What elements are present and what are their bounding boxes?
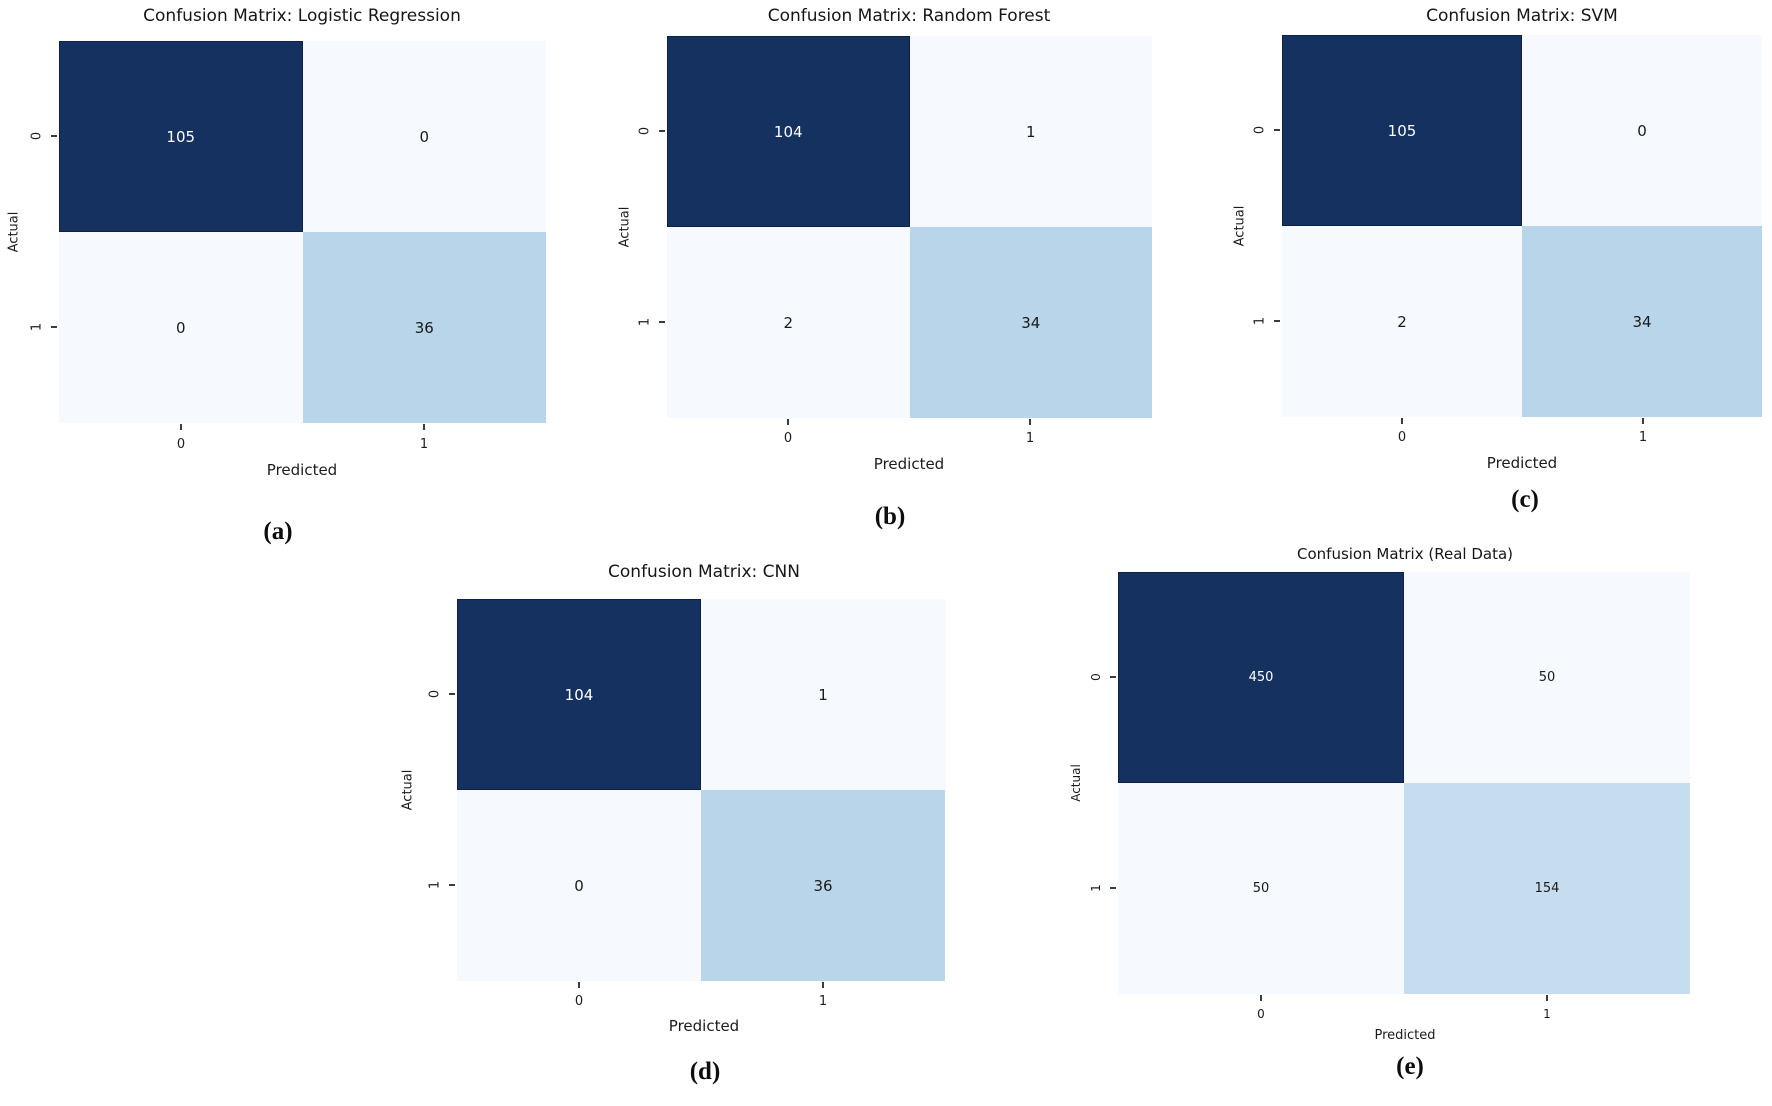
panel-c-ytick-mark-1 <box>1274 320 1280 322</box>
panel-a-xlabel: Predicted <box>266 461 338 479</box>
panel-d-value-0-0: 104 <box>564 685 594 704</box>
panel-d-xtick-0: 0 <box>574 994 584 1009</box>
panel-e-cell-1-1: 154 <box>1404 783 1690 994</box>
panel-c-ytick-mark-0 <box>1274 129 1280 131</box>
panel-d-cell-0-0: 104 <box>457 599 701 790</box>
panel-d-xtick-mark-0 <box>578 982 580 988</box>
panel-b-value-1-1: 34 <box>1021 313 1041 332</box>
panel-c-value-0-1: 0 <box>1637 121 1647 140</box>
panel-e-value-0-1: 50 <box>1538 670 1556 685</box>
panel-e-cell-0-1: 50 <box>1404 572 1690 783</box>
panel-c-xtick-mark-0 <box>1401 418 1403 424</box>
panel-a-cell-0-0: 105 <box>59 41 303 232</box>
panel-d-cell-0-1: 1 <box>701 599 945 790</box>
panel-b-ytick-mark-1 <box>659 321 665 323</box>
panel-a-title: Confusion Matrix: Logistic Regression <box>143 6 461 26</box>
panel-e-heatmap: 450 50 50 154 <box>1118 572 1690 994</box>
panel-b-value-1-0: 2 <box>783 313 794 332</box>
panel-a-ytick-mark-1 <box>51 326 57 328</box>
panel-a-ytick-mark-0 <box>51 135 57 137</box>
panel-c-cell-0-1: 0 <box>1522 35 1762 226</box>
panel-e-title: Confusion Matrix (Real Data) <box>1297 545 1513 563</box>
panel-b-value-0-0: 104 <box>773 122 803 141</box>
panel-a-cell-1-0: 0 <box>59 232 303 423</box>
panel-c-cell-1-1: 34 <box>1522 226 1762 417</box>
panel-e-caption: (e) <box>1396 1053 1424 1080</box>
panel-d-title: Confusion Matrix: CNN <box>608 562 800 582</box>
panel-e-xtick-mark-1 <box>1546 995 1548 1001</box>
panel-a-value-0-1: 0 <box>419 127 430 146</box>
panel-d-ytick-mark-0 <box>449 693 455 695</box>
panel-d-cell-1-0: 0 <box>457 790 701 981</box>
panel-c-heatmap: 105 0 2 34 <box>1282 35 1762 417</box>
panel-a-xtick-mark-1 <box>423 424 425 430</box>
panel-d-xtick-mark-1 <box>822 982 824 988</box>
panel-b-xtick-1: 1 <box>1025 431 1035 446</box>
panel-a-xtick-1: 1 <box>419 437 429 452</box>
panel-b-cell-0-0: 104 <box>667 36 910 227</box>
panel-c-caption: (c) <box>1511 486 1539 513</box>
panel-c-xtick-mark-1 <box>1642 418 1644 424</box>
panel-d-value-1-1: 36 <box>813 876 833 895</box>
panel-b-heatmap: 104 1 2 34 <box>667 36 1152 418</box>
panel-a-value-1-0: 0 <box>175 318 186 337</box>
panel-b-cell-0-1: 1 <box>909 36 1152 227</box>
panel-a-value-0-0: 105 <box>166 127 196 146</box>
panel-a-cell-0-1: 0 <box>302 41 546 232</box>
panel-e-value-1-0: 50 <box>1252 881 1270 896</box>
panel-b-xtick-mark-0 <box>787 419 789 425</box>
panel-c-xtick-1: 1 <box>1638 430 1648 445</box>
panel-a-heatmap: 105 0 0 36 <box>59 41 546 423</box>
panel-e-value-0-0: 450 <box>1248 670 1274 685</box>
panel-b-xlabel: Predicted <box>873 455 945 473</box>
panel-a-xtick-mark-0 <box>180 424 182 430</box>
panel-b-xtick-mark-1 <box>1029 419 1031 425</box>
panel-a-cell-1-1: 36 <box>302 232 546 423</box>
panel-d-ytick-mark-1 <box>449 884 455 886</box>
panel-e-xtick-1: 1 <box>1543 1007 1551 1021</box>
panel-e-ytick-mark-1 <box>1110 887 1116 889</box>
panel-c-title: Confusion Matrix: SVM <box>1426 6 1618 26</box>
panel-b-ytick-mark-0 <box>659 130 665 132</box>
panel-b-caption: (b) <box>874 503 906 530</box>
panel-e-value-1-1: 154 <box>1534 881 1560 896</box>
panel-e-xtick-0: 0 <box>1257 1007 1265 1021</box>
panel-c-value-1-1: 34 <box>1632 312 1652 331</box>
panel-c-value-1-0: 2 <box>1397 312 1407 331</box>
panel-d-heatmap: 104 1 0 36 <box>457 599 945 981</box>
panel-e-xlabel: Predicted <box>1374 1028 1436 1043</box>
panel-a-value-1-1: 36 <box>414 318 434 337</box>
panel-b-cell-1-1: 34 <box>909 227 1152 418</box>
panel-c-xtick-0: 0 <box>1397 430 1407 445</box>
panel-e-cell-1-0: 50 <box>1118 783 1404 994</box>
panel-d-value-0-1: 1 <box>818 685 828 704</box>
panel-d-caption: (d) <box>689 1058 721 1085</box>
panel-d-value-1-0: 0 <box>574 876 584 895</box>
panel-e-ytick-mark-0 <box>1110 676 1116 678</box>
panel-d-xtick-1: 1 <box>818 994 828 1009</box>
panel-d-cell-1-1: 36 <box>701 790 945 981</box>
panel-b-value-0-1: 1 <box>1025 122 1036 141</box>
panel-e-cell-0-0: 450 <box>1118 572 1404 783</box>
panel-c-value-0-0: 105 <box>1387 121 1417 140</box>
panel-b-title: Confusion Matrix: Random Forest <box>767 6 1051 26</box>
panel-b-xtick-0: 0 <box>783 431 793 446</box>
panel-a-xtick-0: 0 <box>176 437 186 452</box>
panel-b-cell-1-0: 2 <box>667 227 910 418</box>
panel-d-xlabel: Predicted <box>668 1017 740 1035</box>
panel-c-cell-0-0: 105 <box>1282 35 1522 226</box>
panel-a-caption: (a) <box>263 518 293 545</box>
panel-c-cell-1-0: 2 <box>1282 226 1522 417</box>
panel-c-xlabel: Predicted <box>1486 454 1558 472</box>
panel-e-xtick-mark-0 <box>1260 995 1262 1001</box>
